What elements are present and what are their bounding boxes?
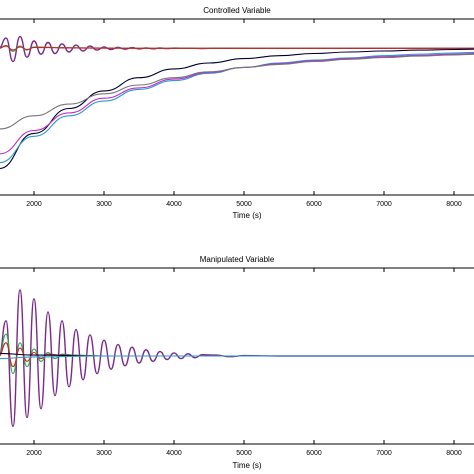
chart-title: Controlled Variable <box>203 6 271 15</box>
x-tick-label: 2000 <box>26 201 42 208</box>
series-line-3 <box>0 48 474 169</box>
controlled-variable-panel: Controlled Variable 2000 3000 4000 5000 6000… <box>0 6 474 220</box>
series-layer <box>0 289 474 428</box>
chart-title: Manipulated Variable <box>200 255 275 264</box>
x-tick-label: 4000 <box>166 450 182 457</box>
series-line-0 <box>0 289 474 428</box>
x-tick-label: 5000 <box>236 450 252 457</box>
x-axis-ticks: 2000 3000 4000 5000 6000 7000 8000 <box>26 19 462 208</box>
series-line-6 <box>0 53 474 130</box>
x-tick-label: 3000 <box>96 450 112 457</box>
x-tick-label: 3000 <box>96 201 112 208</box>
x-tick-label: 4000 <box>166 201 182 208</box>
series-layer <box>0 35 474 169</box>
x-tick-label: 5000 <box>236 201 252 208</box>
plot-area <box>0 18 474 196</box>
x-tick-label: 6000 <box>306 450 322 457</box>
series-line-4 <box>0 355 474 360</box>
x-tick-label: 8000 <box>446 201 462 208</box>
x-tick-label: 6000 <box>306 201 322 208</box>
manipulated-variable-panel: Manipulated Variable 2000 3000 4000 5000 600… <box>0 255 474 470</box>
series-line-2 <box>0 45 474 51</box>
x-tick-label: 8000 <box>446 450 462 457</box>
x-axis-ticks: 2000 3000 4000 5000 6000 7000 8000 <box>26 268 462 457</box>
x-tick-label: 7000 <box>376 201 392 208</box>
x-tick-label: 7000 <box>376 450 392 457</box>
x-tick-label: 2000 <box>26 450 42 457</box>
x-axis-label: Time (s) <box>232 461 261 470</box>
x-axis-label: Time (s) <box>232 211 261 220</box>
